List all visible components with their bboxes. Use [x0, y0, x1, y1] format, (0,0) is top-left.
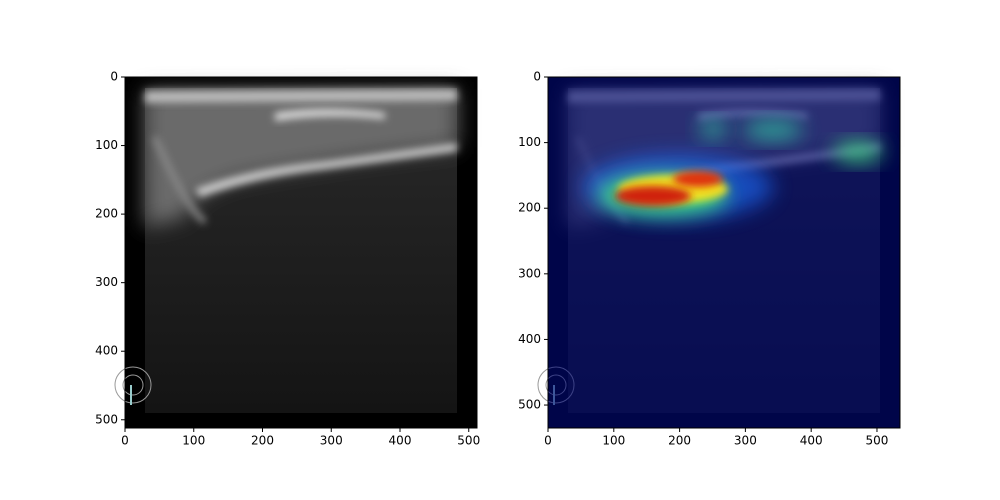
- x-tick-label: 500: [866, 434, 889, 448]
- x-tick-label: 300: [734, 434, 757, 448]
- axes-frame: [124, 76, 478, 429]
- y-tick-label: 100: [95, 138, 118, 152]
- y-tick-label: 500: [95, 412, 118, 426]
- x-tick-label: 500: [457, 434, 480, 448]
- y-tick-label: 0: [533, 70, 541, 84]
- x-tick-label: 200: [251, 434, 274, 448]
- y-tick-label: 400: [95, 344, 118, 358]
- x-tick-label: 300: [320, 434, 343, 448]
- axes-frame: [547, 76, 901, 429]
- image-left: [115, 77, 477, 428]
- x-tick-label: 0: [544, 434, 552, 448]
- x-tick-label: 400: [389, 434, 412, 448]
- y-tick-label: 300: [95, 275, 118, 289]
- y-tick-label: 500: [518, 398, 541, 412]
- y-tick-label: 100: [518, 135, 541, 149]
- x-tick-label: 100: [602, 434, 625, 448]
- y-tick-label: 200: [518, 201, 541, 215]
- y-tick-label: 300: [518, 266, 541, 280]
- y-tick-label: 0: [110, 70, 118, 84]
- x-tick-label: 200: [668, 434, 691, 448]
- x-tick-label: 0: [121, 434, 129, 448]
- x-tick-label: 100: [182, 434, 205, 448]
- y-tick-label: 400: [518, 332, 541, 346]
- x-tick-label: 400: [800, 434, 823, 448]
- image-right: [538, 77, 900, 428]
- y-tick-label: 200: [95, 207, 118, 221]
